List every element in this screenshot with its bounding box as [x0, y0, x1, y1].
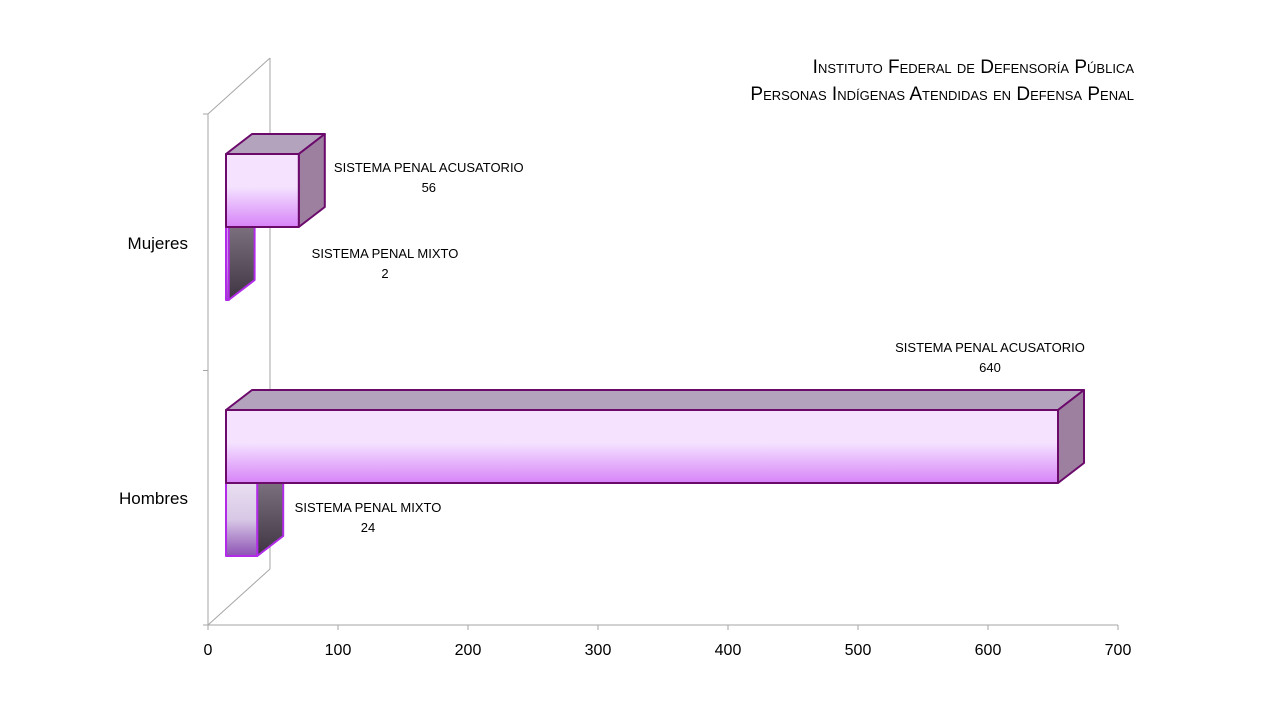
bar-mixto-hombres-front	[225, 482, 259, 557]
category-label-hombres: Hombres	[119, 489, 188, 508]
x-tick-label-0: 0	[204, 642, 213, 659]
wall-bottom-edge	[207, 568, 271, 626]
bar-acusatorio-hombres-front	[225, 409, 1059, 484]
data-label-mixto-mujeres-series: SISTEMA PENAL MIXTO	[312, 246, 459, 261]
x-tick-label-400: 400	[715, 642, 742, 659]
x-tick-label-500: 500	[845, 642, 872, 659]
data-label-acusatorio-mujeres-value: 56	[422, 180, 436, 195]
x-tick-label-200: 200	[455, 642, 482, 659]
x-tick-label-100: 100	[325, 642, 352, 659]
data-label-mixto-hombres-value: 24	[361, 520, 375, 535]
category-label-mujeres: Mujeres	[128, 234, 188, 253]
wall-top-edge	[207, 57, 271, 115]
x-tick-label-700: 700	[1105, 642, 1132, 659]
bar-acusatorio-hombres-top	[225, 389, 1085, 411]
x-tick-label-300: 300	[585, 642, 612, 659]
data-label-mixto-hombres-series: SISTEMA PENAL MIXTO	[295, 500, 442, 515]
data-label-acusatorio-mujeres-series: SISTEMA PENAL ACUSATORIO	[334, 160, 524, 175]
chart-title-line-1: Instituto Federal de Defensoría Pública	[812, 57, 1134, 78]
chart-title-line-2: Personas Indígenas Atendidas en Defensa …	[750, 84, 1134, 105]
bar-acusatorio-mujeres-front	[225, 153, 300, 228]
x-tick-label-600: 600	[975, 642, 1002, 659]
chart-title: Instituto Federal de Defensoría Pública …	[750, 54, 1134, 108]
data-label-mixto-mujeres-value: 2	[381, 266, 388, 281]
data-label-acusatorio-hombres-value: 640	[979, 360, 1001, 375]
bar-mixto-mujeres-front	[225, 226, 230, 301]
data-label-acusatorio-hombres-series: SISTEMA PENAL ACUSATORIO	[895, 340, 1085, 355]
